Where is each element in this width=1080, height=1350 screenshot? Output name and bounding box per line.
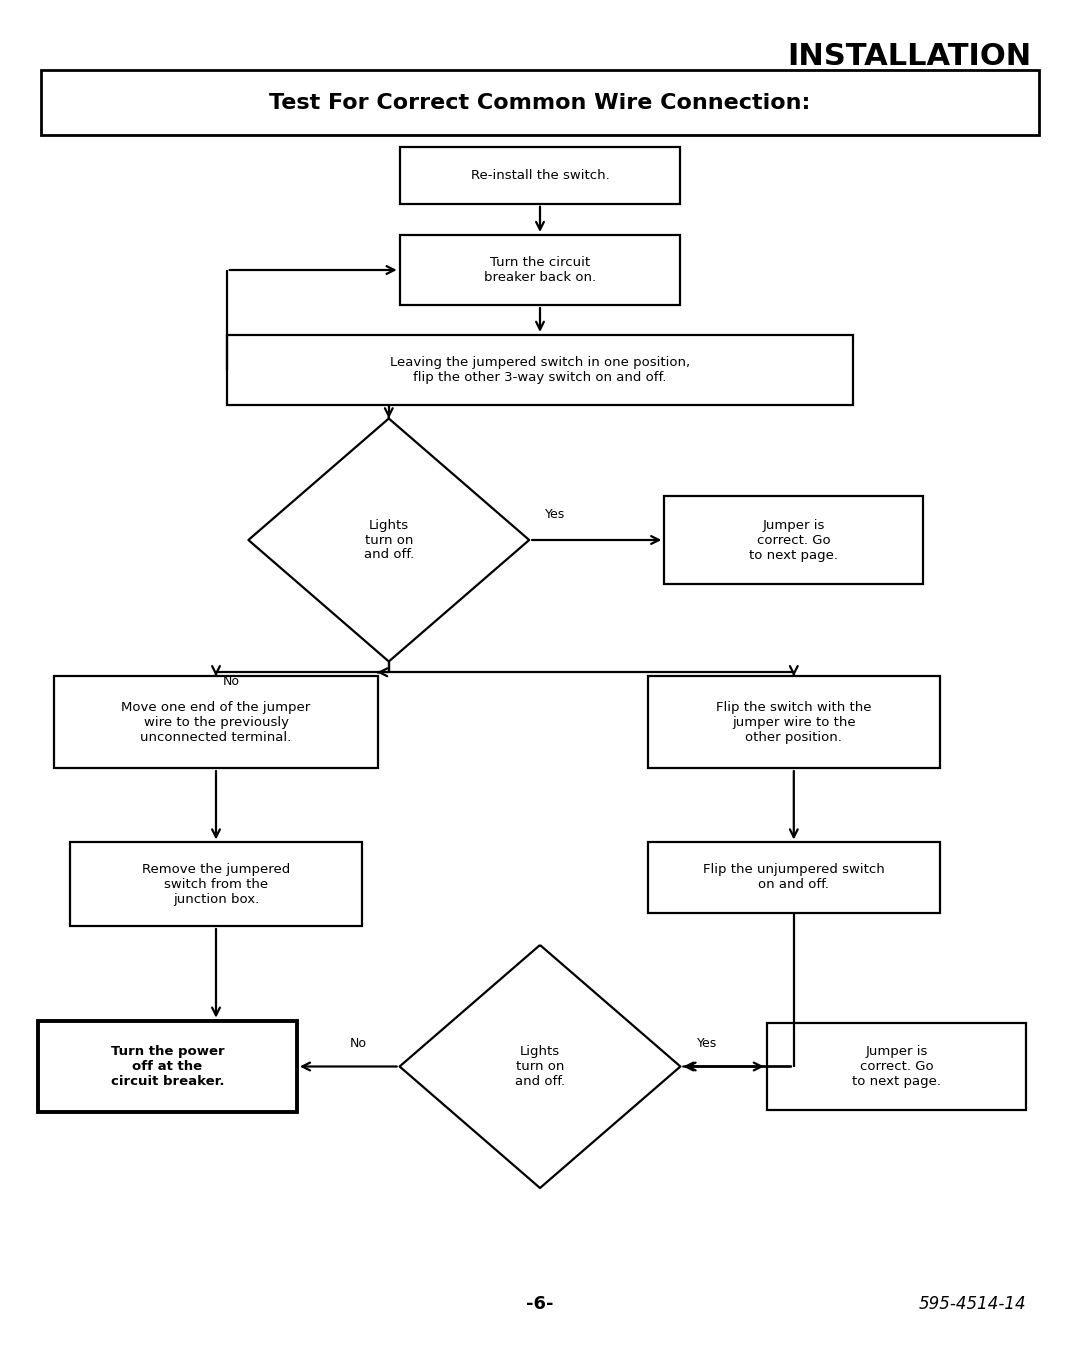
Text: Lights
turn on
and off.: Lights turn on and off.: [364, 518, 414, 562]
Bar: [41, 70, 1039, 135]
Bar: [400, 147, 680, 204]
Text: Re-install the switch.: Re-install the switch.: [471, 169, 609, 182]
Bar: [54, 676, 378, 768]
Text: INSTALLATION: INSTALLATION: [787, 42, 1031, 72]
Bar: [648, 842, 940, 913]
Text: 595-4514-14: 595-4514-14: [918, 1295, 1026, 1314]
Text: No: No: [350, 1037, 367, 1050]
Text: No: No: [222, 675, 240, 688]
Bar: [38, 1021, 297, 1112]
Bar: [70, 842, 362, 926]
Text: Yes: Yes: [545, 508, 566, 521]
Text: Move one end of the jumper
wire to the previously
unconnected terminal.: Move one end of the jumper wire to the p…: [121, 701, 311, 744]
Text: Turn the power
off at the
circuit breaker.: Turn the power off at the circuit breake…: [110, 1045, 225, 1088]
Text: Test For Correct Common Wire Connection:: Test For Correct Common Wire Connection:: [269, 93, 811, 112]
Bar: [767, 1023, 1026, 1110]
Text: Remove the jumpered
switch from the
junction box.: Remove the jumpered switch from the junc…: [141, 863, 291, 906]
Text: Jumper is
correct. Go
to next page.: Jumper is correct. Go to next page.: [750, 518, 838, 562]
Text: Leaving the jumpered switch in one position,
flip the other 3-way switch on and : Leaving the jumpered switch in one posit…: [390, 356, 690, 383]
Text: Flip the switch with the
jumper wire to the
other position.: Flip the switch with the jumper wire to …: [716, 701, 872, 744]
Bar: [648, 676, 940, 768]
Bar: [664, 495, 923, 583]
Bar: [227, 335, 853, 405]
Text: -6-: -6-: [526, 1295, 554, 1314]
Text: Turn the circuit
breaker back on.: Turn the circuit breaker back on.: [484, 256, 596, 284]
Text: Yes: Yes: [697, 1037, 717, 1050]
Bar: [400, 235, 680, 305]
Text: Flip the unjumpered switch
on and off.: Flip the unjumpered switch on and off.: [703, 864, 885, 891]
Text: Jumper is
correct. Go
to next page.: Jumper is correct. Go to next page.: [852, 1045, 941, 1088]
Text: Lights
turn on
and off.: Lights turn on and off.: [515, 1045, 565, 1088]
